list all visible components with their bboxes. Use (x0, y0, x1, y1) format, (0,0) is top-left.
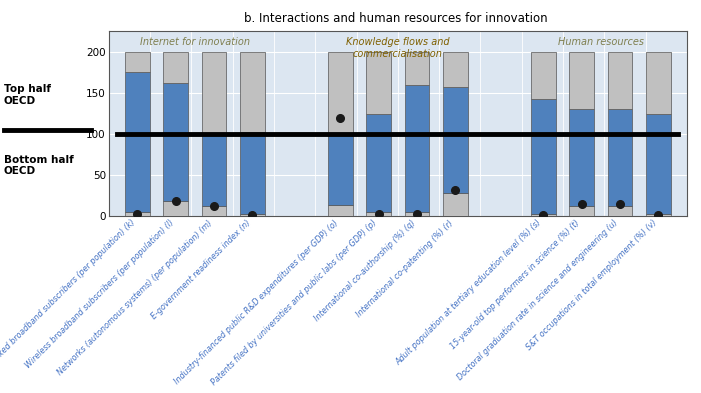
Text: Adult population at tertiary education level (%) (s): Adult population at tertiary education l… (394, 218, 543, 367)
Bar (443, 193, 468, 216)
Text: International co-patenting (%) (r): International co-patenting (%) (r) (355, 218, 455, 318)
Bar (125, 72, 150, 212)
Bar (531, 52, 556, 99)
Bar (646, 214, 671, 216)
Bar (569, 52, 594, 109)
Text: Fixed broadband subscribers (per population) (k): Fixed broadband subscribers (per populat… (0, 218, 137, 364)
Bar (646, 52, 671, 114)
Bar (201, 134, 226, 206)
Bar (366, 212, 391, 216)
Bar (608, 206, 632, 216)
Text: Knowledge flows and
commercialisation: Knowledge flows and commercialisation (346, 37, 449, 59)
Bar (201, 206, 226, 216)
Bar (163, 83, 188, 201)
Bar (404, 85, 430, 212)
Bar (240, 214, 265, 216)
Bar (240, 52, 265, 132)
Bar (404, 52, 430, 85)
Bar (443, 87, 468, 193)
Text: Top half
OECD: Top half OECD (4, 84, 50, 106)
Bar (125, 212, 150, 216)
Bar (646, 114, 671, 214)
Text: 15-year-old top performers in science (%) (t): 15-year-old top performers in science (%… (449, 218, 582, 351)
Bar (608, 109, 632, 206)
Text: Bottom half
OECD: Bottom half OECD (4, 155, 74, 176)
Text: Patents filed by universities and public labs (per GDP) (p): Patents filed by universities and public… (210, 218, 379, 387)
Bar (569, 109, 594, 206)
Bar (201, 52, 226, 134)
Bar (328, 134, 353, 206)
Text: Human resources: Human resources (558, 37, 644, 47)
Bar (531, 214, 556, 216)
Bar (366, 52, 391, 114)
Text: S&T occupations in total employment (%) (v): S&T occupations in total employment (%) … (524, 218, 658, 352)
Bar (608, 52, 632, 109)
Text: Internet for innovation: Internet for innovation (139, 37, 250, 47)
Bar (404, 212, 430, 216)
Bar (163, 201, 188, 216)
Bar (240, 132, 265, 214)
Bar (163, 52, 188, 83)
Bar (443, 52, 468, 87)
Bar (328, 206, 353, 216)
Text: Networks (autonomous systems) (per population) (m): Networks (autonomous systems) (per popul… (55, 218, 214, 376)
Text: Industry-financed public R&D expenditures (per GDP) (o): Industry-financed public R&D expenditure… (173, 218, 341, 386)
Bar (328, 52, 353, 134)
Text: International co-authorship (%) (q): International co-authorship (%) (q) (312, 218, 417, 323)
Text: Wireless broadband subscribers (per population) (l): Wireless broadband subscribers (per popu… (24, 218, 176, 370)
Text: E-government readiness index (n): E-government readiness index (n) (149, 218, 252, 321)
Bar (125, 52, 150, 72)
Text: b. Interactions and human resources for innovation: b. Interactions and human resources for … (244, 12, 548, 25)
Text: Doctoral graduation rate in science and engineering (u): Doctoral graduation rate in science and … (456, 218, 620, 382)
Bar (569, 206, 594, 216)
Bar (531, 99, 556, 214)
Bar (366, 114, 391, 212)
